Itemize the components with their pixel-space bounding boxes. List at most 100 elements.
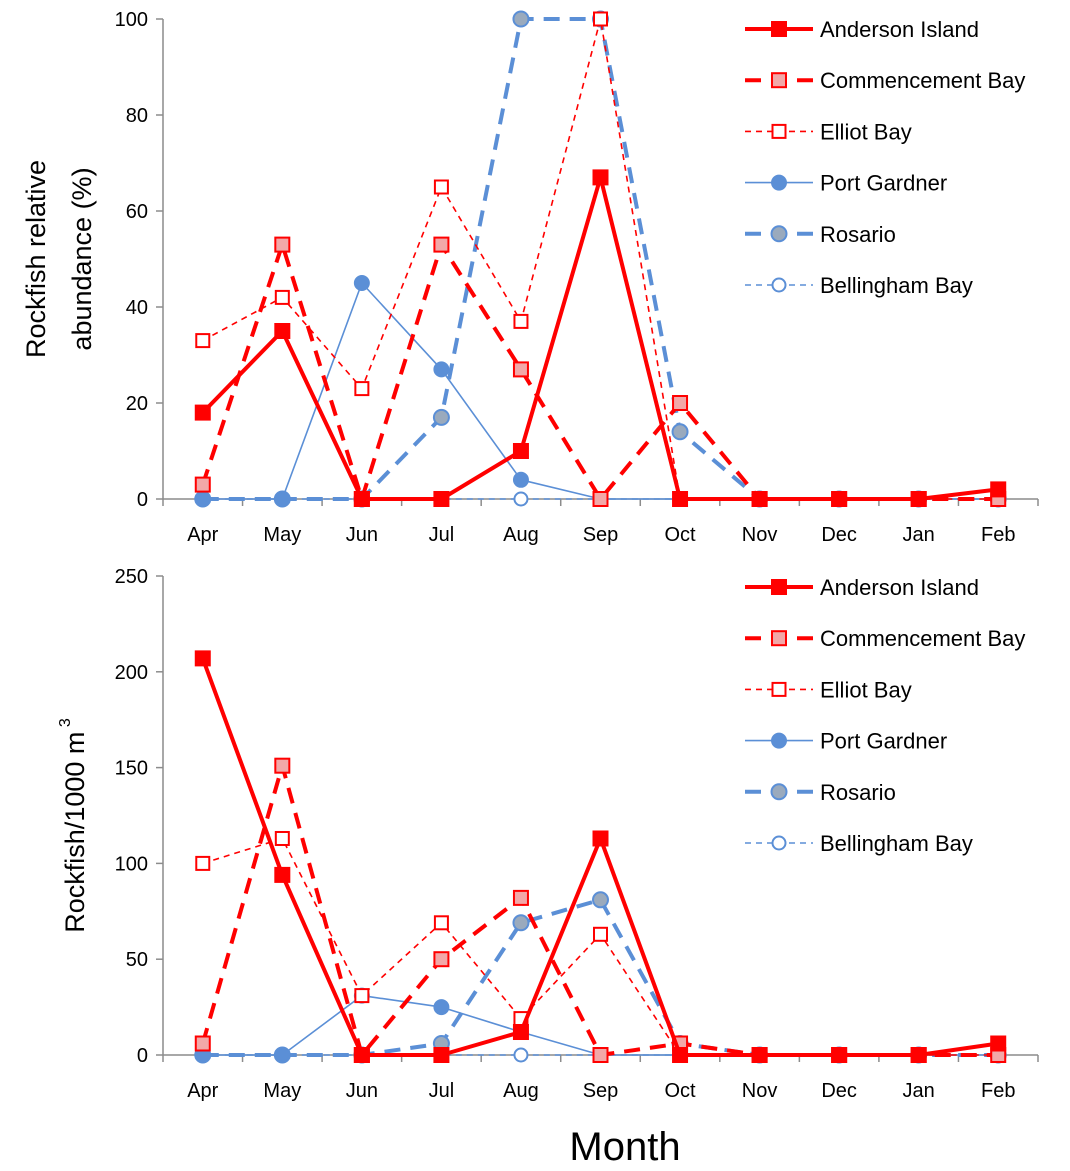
y-tick-label: 200: [115, 662, 148, 684]
data-point-anderson-island: [433, 491, 450, 507]
data-point-elliot-bay: [593, 11, 608, 27]
x-tick-label: May: [263, 1080, 301, 1102]
legend-item-port-gardner: Port Gardner: [745, 729, 947, 754]
y-tick-label: 50: [126, 949, 148, 971]
series-line-anderson-island: [200, 657, 999, 1057]
data-point-anderson-island: [274, 323, 291, 339]
y-tick-label: 100: [115, 853, 148, 875]
legend-swatch-marker: [771, 579, 787, 595]
series-line-commencement-bay: [200, 763, 999, 1057]
data-point-commencement-bay: [592, 1047, 609, 1063]
data-point-anderson-island: [990, 481, 1007, 498]
data-point-anderson-island: [194, 650, 211, 667]
data-point-anderson-island: [194, 404, 211, 421]
legend: Anderson Island Commencement Bay Elliot Ba…: [745, 17, 1025, 298]
series-rosario: [194, 891, 1007, 1064]
data-point-elliot-bay: [274, 830, 290, 846]
y-tick-label: 150: [115, 758, 148, 780]
data-point-anderson-island: [672, 491, 689, 507]
legend: Anderson Island Commencement Bay Elliot Ba…: [745, 575, 1025, 856]
data-point-port-gardner: [433, 361, 450, 378]
series-line-port-gardner: [202, 994, 999, 1056]
legend-item-rosario: Rosario: [745, 780, 896, 805]
data-point-anderson-island: [353, 1047, 370, 1063]
x-tick-label: Dec: [821, 524, 857, 546]
data-point-commencement-bay: [512, 361, 529, 378]
y-tick-label: 20: [126, 393, 148, 415]
data-point-commencement-bay: [433, 951, 450, 968]
data-point-bellingham-bay: [513, 1047, 529, 1063]
x-tick-label: Aug: [503, 1080, 539, 1102]
data-point-anderson-island: [592, 830, 609, 847]
x-tick-label: Sep: [583, 1080, 619, 1102]
data-point-anderson-island: [274, 866, 291, 883]
data-point-commencement-bay: [274, 236, 291, 253]
x-tick-label: Feb: [981, 524, 1015, 546]
data-point-commencement-bay: [512, 889, 529, 906]
x-tick-label: Dec: [821, 1080, 857, 1102]
legend-swatch-marker: [771, 21, 787, 37]
x-tick-label: Apr: [187, 1080, 218, 1102]
y-tick-label: 0: [137, 1045, 148, 1067]
data-point-port-gardner: [353, 275, 370, 291]
x-tick-label: Jul: [429, 524, 455, 546]
data-point-port-gardner: [433, 999, 450, 1016]
legend-label: Anderson Island: [820, 17, 979, 42]
data-point-anderson-island: [751, 1047, 768, 1063]
legend-swatch-marker: [770, 225, 788, 243]
legend-swatch-marker: [771, 835, 787, 851]
legend-swatch-marker: [771, 732, 787, 749]
legend-swatch-marker: [771, 72, 787, 89]
legend-label: Bellingham Bay: [820, 273, 973, 298]
y-tick-label: 250: [115, 566, 148, 588]
data-point-elliot-bay: [593, 926, 608, 942]
data-point-commencement-bay: [194, 1035, 211, 1052]
data-point-anderson-island: [831, 1047, 848, 1063]
data-point-rosario: [512, 10, 530, 28]
legend-label: Rosario: [820, 222, 896, 247]
series-anderson-island: [194, 169, 1007, 507]
series-line-elliot-bay: [202, 837, 999, 1056]
data-point-rosario: [671, 423, 689, 441]
x-tick-label: Jul: [429, 1080, 455, 1102]
legend-label: Port Gardner: [820, 171, 947, 196]
data-point-elliot-bay: [433, 179, 449, 195]
legend-label: Elliot Bay: [820, 677, 912, 702]
data-point-rosario: [432, 408, 450, 426]
legend-item-anderson-island: Anderson Island: [745, 575, 979, 600]
x-tick-label: May: [263, 524, 301, 546]
series-line-port-gardner: [202, 282, 999, 500]
series-anderson-island: [194, 650, 1007, 1063]
x-tick-label: Sep: [583, 524, 619, 546]
data-point-commencement-bay: [274, 757, 291, 774]
data-point-elliot-bay: [433, 915, 449, 931]
data-point-rosario: [512, 914, 530, 932]
legend-label: Commencement Bay: [820, 68, 1025, 93]
data-point-commencement-bay: [592, 491, 609, 507]
x-axis-title: Month: [569, 1125, 680, 1169]
y-tick-label: 0: [137, 489, 148, 511]
y-tick-label: 80: [126, 105, 148, 127]
x-tick-label: Oct: [664, 524, 696, 546]
data-point-anderson-island: [592, 169, 609, 186]
data-point-elliot-bay: [274, 289, 290, 305]
data-point-port-gardner: [274, 491, 291, 507]
data-point-anderson-island: [751, 491, 768, 507]
data-point-commencement-bay: [433, 236, 450, 253]
legend-label: Rosario: [820, 780, 896, 805]
data-point-elliot-bay: [354, 988, 370, 1004]
data-point-port-gardner: [274, 1047, 291, 1063]
y-tick-label: 100: [115, 9, 148, 31]
legend-item-bellingham-bay: Bellingham Bay: [745, 831, 973, 856]
y-tick-label: 60: [126, 201, 148, 223]
data-point-commencement-bay: [194, 476, 211, 493]
y-tick-label: 40: [126, 297, 148, 319]
series-elliot-bay: [195, 830, 1006, 1063]
data-point-anderson-island: [512, 443, 529, 459]
data-point-anderson-island: [831, 491, 848, 507]
x-tick-label: Feb: [981, 1080, 1015, 1102]
data-point-elliot-bay: [195, 333, 211, 349]
data-point-bellingham-bay: [513, 491, 529, 507]
x-tick-label: Jun: [346, 524, 378, 546]
